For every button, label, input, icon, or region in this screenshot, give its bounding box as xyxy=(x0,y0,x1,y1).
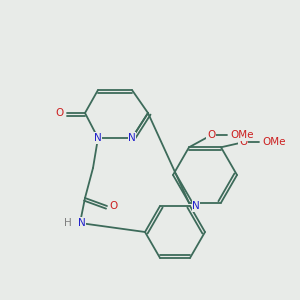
Text: O: O xyxy=(109,201,117,211)
Text: O: O xyxy=(55,108,63,118)
Text: N: N xyxy=(94,133,102,143)
Text: N: N xyxy=(78,218,86,228)
Text: OMe: OMe xyxy=(262,137,286,147)
Text: H: H xyxy=(64,218,72,228)
Text: OMe: OMe xyxy=(263,137,286,147)
Text: O: O xyxy=(239,137,247,147)
Text: N: N xyxy=(128,133,136,143)
Text: OMe: OMe xyxy=(230,130,253,140)
Text: O: O xyxy=(207,130,215,140)
Text: N: N xyxy=(192,201,200,211)
